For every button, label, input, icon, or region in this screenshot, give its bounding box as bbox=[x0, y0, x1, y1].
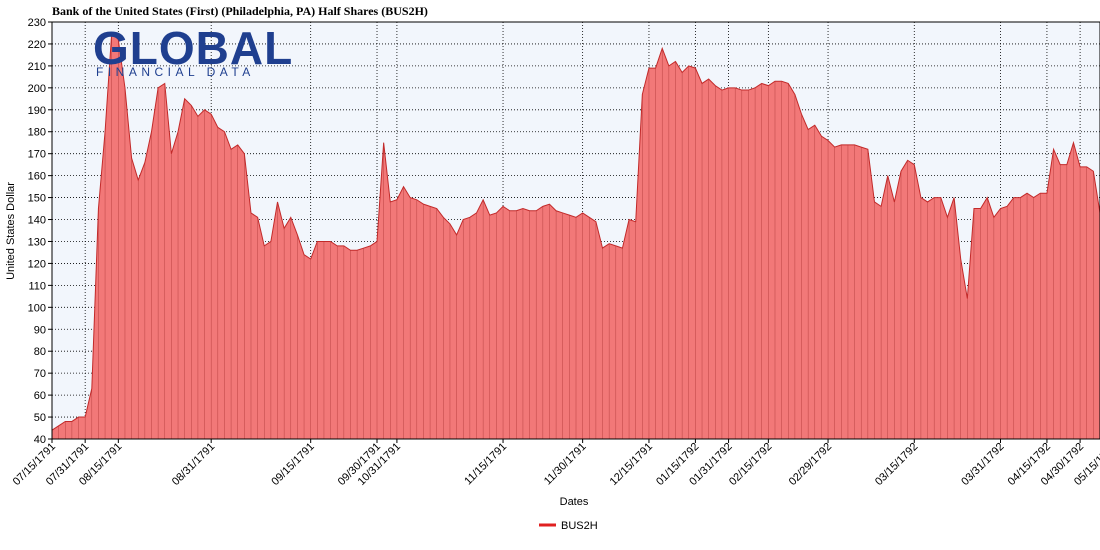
y-tick-label: 90 bbox=[34, 324, 46, 336]
y-tick-label: 100 bbox=[28, 302, 46, 314]
y-tick-label: 70 bbox=[34, 368, 46, 380]
x-tick-label: 11/15/1791 bbox=[462, 441, 509, 488]
y-tick-label: 140 bbox=[28, 215, 46, 227]
y-axis-label: United States Dollar bbox=[5, 182, 17, 280]
x-tick-label: 03/31/1792 bbox=[959, 441, 1006, 488]
y-axis: 40 50 60 70 80 90 100 110 120 130 140 150 160 170 180 1… bbox=[28, 17, 52, 446]
global-financial-data-logo: GLOBAL FINANCIAL DATA bbox=[93, 22, 293, 79]
y-tick-label: 160 bbox=[28, 171, 46, 183]
y-tick-label: 180 bbox=[28, 127, 46, 139]
y-tick-label: 40 bbox=[34, 434, 46, 446]
y-tick-label: 50 bbox=[34, 412, 46, 424]
y-tick-label: 150 bbox=[28, 193, 46, 205]
x-tick-label: 02/29/1792 bbox=[787, 441, 834, 488]
y-tick-label: 200 bbox=[28, 83, 46, 95]
y-tick-label: 110 bbox=[28, 280, 46, 292]
x-tick-label: 02/15/1792 bbox=[727, 441, 774, 488]
legend-label: BUS2H bbox=[561, 520, 598, 532]
y-tick-label: 190 bbox=[28, 105, 46, 117]
series-line-BUS2H bbox=[51, 31, 1100, 431]
x-axis-label: Dates bbox=[560, 496, 589, 508]
y-tick-label: 210 bbox=[28, 61, 46, 73]
plot-frame bbox=[51, 21, 1100, 440]
x-tick-label: 12/15/1791 bbox=[608, 441, 655, 488]
y-tick-label: 80 bbox=[34, 346, 46, 358]
x-tick-label: 09/15/1791 bbox=[269, 441, 316, 488]
x-tick-label: 11/30/1791 bbox=[542, 441, 589, 488]
chart-title: Bank of the United States (First) (Phila… bbox=[52, 4, 428, 18]
y-tick-label: 230 bbox=[28, 17, 46, 29]
y-tick-label: 130 bbox=[28, 236, 46, 248]
x-tick-label: 03/15/1792 bbox=[873, 441, 920, 488]
y-tick-label: 120 bbox=[28, 258, 46, 270]
y-tick-label: 60 bbox=[34, 390, 46, 402]
x-tick-label: 08/31/1791 bbox=[170, 441, 217, 488]
area-layer bbox=[51, 31, 1100, 439]
logo-text: GLOBAL bbox=[93, 22, 293, 74]
y-tick-label: 170 bbox=[28, 149, 46, 161]
logo-subtext: FINANCIAL DATA bbox=[96, 65, 255, 79]
y-tick-label: 220 bbox=[28, 39, 46, 51]
legend: BUS2H bbox=[539, 520, 598, 532]
